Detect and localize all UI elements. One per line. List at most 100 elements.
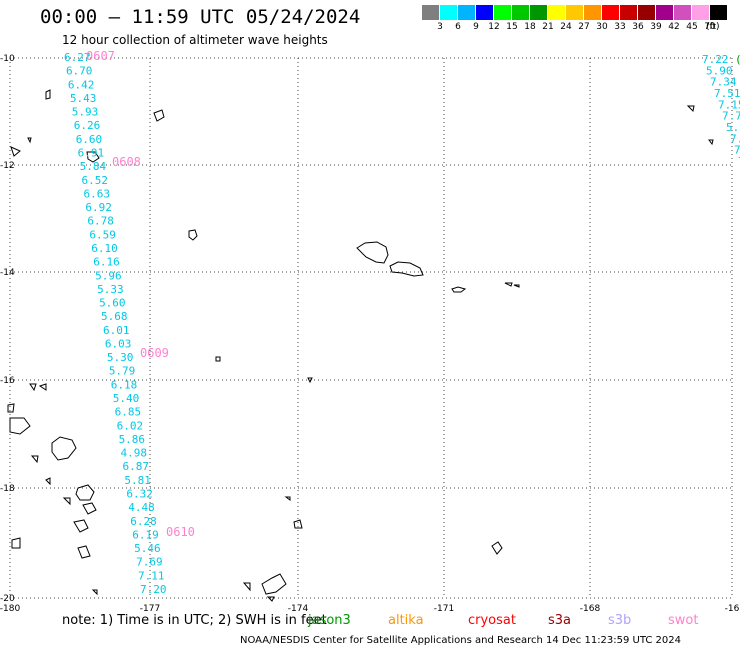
island-outline <box>451 286 467 293</box>
scale-label: 45 <box>686 22 698 32</box>
track-value: 5.68 <box>101 310 128 323</box>
island-outline <box>86 151 100 163</box>
track-marker: ( <box>735 53 740 66</box>
track-value: 6.87 <box>122 460 149 473</box>
island-outline <box>266 596 275 602</box>
track-value: 7. <box>730 132 740 145</box>
track-value: 6.18 <box>111 378 137 391</box>
lat-label: -14 <box>0 268 15 278</box>
lon-label: -16 <box>725 604 740 614</box>
time-label: 0609 <box>140 346 169 360</box>
scale-swatch <box>620 5 637 20</box>
scale-swatch <box>422 5 439 20</box>
island-outline <box>45 89 51 100</box>
track-value: 7.20 <box>140 583 167 596</box>
island-outline <box>30 455 39 464</box>
track-value: 7.22 <box>702 53 729 66</box>
scale-swatch <box>530 5 547 20</box>
island-outline <box>215 356 221 362</box>
track-value: 6.16 <box>93 256 120 269</box>
scale-swatch <box>458 5 475 20</box>
scale-swatch <box>566 5 583 20</box>
track-value: 6.70 <box>66 65 93 78</box>
footer-note: note: 1) Time is in UTC; 2) SWH is in fe… <box>62 613 327 628</box>
island-outline <box>45 477 51 486</box>
scale-swatch <box>638 5 655 20</box>
track-value: 6.63 <box>83 187 110 200</box>
scale-unit: (ft) <box>706 22 720 32</box>
scale-swatch <box>476 5 493 20</box>
scale-swatch <box>548 5 565 20</box>
time-label: 0607 <box>86 49 115 63</box>
scale-label: 70 <box>704 22 716 32</box>
island-outline <box>284 496 291 501</box>
track-value: 4.98 <box>121 447 148 460</box>
altimeter-tracks: 6.276.706.425.435.936.266.606.915.846.52… <box>64 49 740 596</box>
island-outline <box>504 282 513 287</box>
lat-label: -18 <box>0 484 15 494</box>
track-value: 6.85 <box>115 406 141 419</box>
scale-label: 9 <box>473 22 479 32</box>
island-outline <box>11 537 21 549</box>
page-subtitle: 12 hour collection of altimeter wave hei… <box>62 33 328 47</box>
island-outline <box>307 377 313 384</box>
scale-label: 6 <box>455 22 461 32</box>
island-outline <box>188 229 198 241</box>
track-value: 5.86 <box>119 433 146 446</box>
scale-label: 42 <box>668 22 680 32</box>
scale-swatch <box>440 5 457 20</box>
island-outline <box>73 519 89 533</box>
scale-label: 24 <box>560 22 572 32</box>
track-value: 7.69 <box>136 556 163 569</box>
track-value: 6.78 <box>87 215 114 228</box>
scale-swatch <box>584 5 601 20</box>
island-outline <box>9 417 31 435</box>
track-value: 5.46 <box>134 542 161 555</box>
credit-line: NOAA/NESDIS Center for Satellite Applica… <box>240 635 682 646</box>
track-value: 6.19 <box>132 528 159 541</box>
track-value: 5.96 <box>95 269 122 282</box>
island-outline <box>7 403 15 413</box>
axis-labels: -180 -177 -174 -171 -168 -16 -10 -12 -14 -16 -18 -2… <box>0 54 740 614</box>
satellite-label: cryosat <box>468 613 516 628</box>
lon-label: -168 <box>580 604 601 614</box>
lat-label: -12 <box>0 161 15 171</box>
track-value: 7.11 <box>138 569 165 582</box>
scale-label: 18 <box>524 22 536 32</box>
island-outline <box>356 241 389 264</box>
island-outline <box>51 436 77 461</box>
scale-swatch <box>674 5 691 20</box>
track-value: 5.7 <box>726 121 740 134</box>
time-label: 0608 <box>112 155 141 169</box>
scale-label: 27 <box>578 22 590 32</box>
island-outline <box>27 137 32 144</box>
scale-swatch <box>710 5 727 20</box>
island-outline <box>491 541 503 555</box>
island-outline <box>389 261 424 277</box>
satellite-label: s3b <box>608 613 632 628</box>
track-value: 7. <box>734 144 740 157</box>
track-value: 6.92 <box>85 201 112 214</box>
island-outline <box>708 139 714 146</box>
island-outline <box>29 383 37 392</box>
scale-swatch <box>512 5 529 20</box>
scale-label: 39 <box>650 22 662 32</box>
lat-label: -16 <box>0 376 15 386</box>
island-outline <box>686 105 695 113</box>
time-label: 0610 <box>166 525 195 539</box>
lon-label: -180 <box>0 604 20 614</box>
track-value: 6.42 <box>68 78 95 91</box>
track-value: 6.59 <box>89 228 116 241</box>
island-outline <box>75 484 95 501</box>
satellite-label: s3a <box>548 613 572 628</box>
island-outline <box>10 146 21 157</box>
track-value: 6.01 <box>103 324 130 337</box>
track-value: 6.03 <box>105 337 132 350</box>
track-value: 6.28 <box>130 515 157 528</box>
island-outline <box>38 383 47 391</box>
track-value: 5.60 <box>99 297 126 310</box>
scale-swatch <box>494 5 511 20</box>
track-value: 6.26 <box>74 119 101 132</box>
track-value: 5.30 <box>107 351 134 364</box>
